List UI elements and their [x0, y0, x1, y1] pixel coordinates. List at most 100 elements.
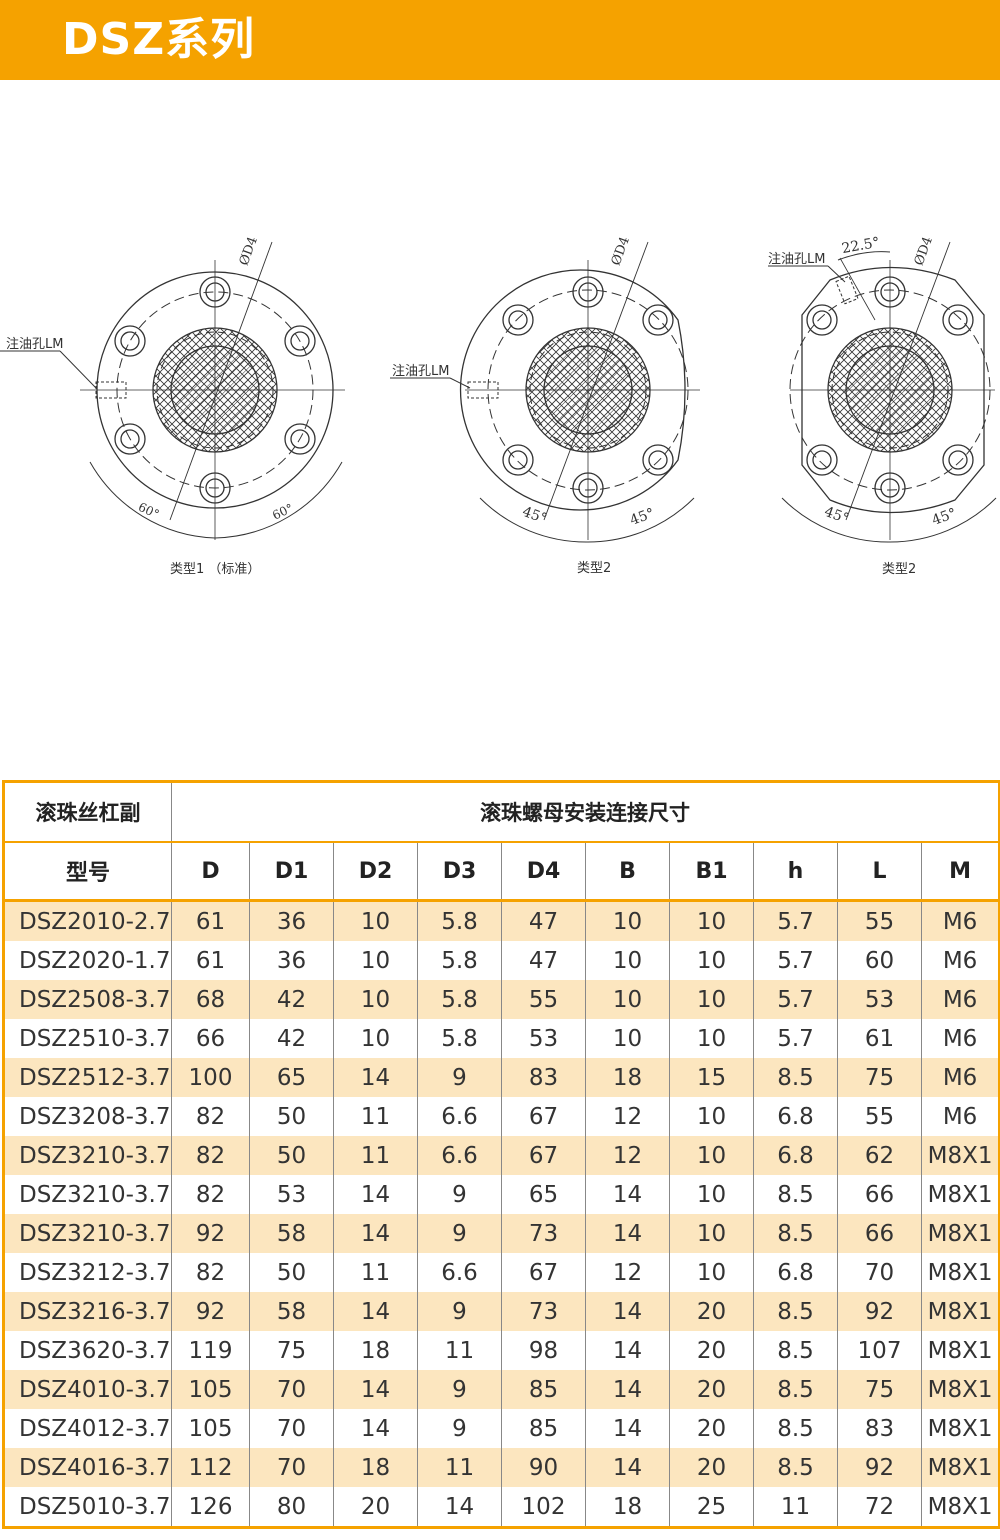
- value-cell: 80: [249, 1487, 334, 1528]
- value-cell: 65: [501, 1175, 586, 1214]
- table-row: DSZ3216-3.7 92 58 14 9 73 14 20 8.5 92 M8X1: [3, 1292, 1000, 1331]
- model-cell: DSZ2510-3.7: [3, 1019, 172, 1058]
- model-cell: DSZ3210-3.7: [3, 1214, 172, 1253]
- model-cell: DSZ4010-3.7: [3, 1370, 172, 1409]
- value-cell: 55: [501, 980, 586, 1019]
- value-cell: 9: [417, 1409, 502, 1448]
- value-cell: 15: [669, 1058, 754, 1097]
- value-cell: 25: [669, 1487, 754, 1528]
- value-cell: 11: [417, 1331, 502, 1370]
- value-cell: 82: [171, 1253, 250, 1292]
- value-cell: 5.8: [417, 900, 502, 941]
- value-cell: 14: [585, 1292, 670, 1331]
- table-row: DSZ4016-3.7 112 70 18 11 90 14 20 8.5 92 M8X1: [3, 1448, 1000, 1487]
- value-cell: 50: [249, 1097, 334, 1136]
- model-cell: DSZ4016-3.7: [3, 1448, 172, 1487]
- value-cell: 14: [333, 1214, 418, 1253]
- table-row: DSZ3620-3.7 119 75 18 11 98 14 20 8.5 107 M8X1: [3, 1331, 1000, 1370]
- value-cell: 5.7: [753, 941, 838, 980]
- value-cell: 5.7: [753, 900, 838, 941]
- table-row: DSZ3210-3.7 82 50 11 6.6 67 12 10 6.8 62 M8X1: [3, 1136, 1000, 1175]
- value-cell: 66: [837, 1175, 922, 1214]
- table-row: DSZ2510-3.7 66 42 10 5.8 53 10 10 5.7 61 M6: [3, 1019, 1000, 1058]
- value-cell: M8X1: [920, 1136, 1000, 1175]
- model-cell: DSZ2512-3.7: [3, 1058, 172, 1097]
- value-cell: 10: [585, 980, 670, 1019]
- value-cell: 8.5: [753, 1292, 838, 1331]
- column-header: M: [920, 841, 1000, 902]
- value-cell: 68: [171, 980, 250, 1019]
- value-cell: M6: [920, 1019, 1000, 1058]
- table-row: DSZ3208-3.7 82 50 11 6.6 67 12 10 6.8 55 M6: [3, 1097, 1000, 1136]
- column-header: D2: [333, 841, 418, 902]
- value-cell: 55: [837, 900, 922, 941]
- value-cell: 14: [585, 1331, 670, 1370]
- value-cell: 83: [501, 1058, 586, 1097]
- value-cell: 14: [585, 1409, 670, 1448]
- value-cell: 70: [249, 1448, 334, 1487]
- model-cell: DSZ3210-3.7: [3, 1136, 172, 1175]
- value-cell: 67: [501, 1136, 586, 1175]
- value-cell: 126: [171, 1487, 250, 1528]
- value-cell: 10: [333, 900, 418, 941]
- value-cell: 70: [837, 1253, 922, 1292]
- model-cell: DSZ3216-3.7: [3, 1292, 172, 1331]
- value-cell: 10: [669, 1136, 754, 1175]
- value-cell: 92: [837, 1292, 922, 1331]
- value-cell: 20: [669, 1292, 754, 1331]
- value-cell: 53: [249, 1175, 334, 1214]
- value-cell: 14: [417, 1487, 502, 1528]
- model-cell: DSZ3620-3.7: [3, 1331, 172, 1370]
- value-cell: 47: [501, 941, 586, 980]
- value-cell: 9: [417, 1058, 502, 1097]
- column-header: B: [585, 841, 670, 902]
- value-cell: M6: [920, 900, 1000, 941]
- technical-drawings: ØD4 注油孔LM 60° 60° 类型1 （标准）: [0, 220, 1000, 600]
- value-cell: 11: [333, 1097, 418, 1136]
- oil-hole-label-3: 注油孔LM: [768, 252, 825, 267]
- diameter-label-1: ØD4: [237, 235, 261, 268]
- column-header: D1: [249, 841, 334, 902]
- value-cell: M8X1: [920, 1487, 1000, 1528]
- value-cell: 12: [585, 1136, 670, 1175]
- value-cell: 61: [837, 1019, 922, 1058]
- group-header-row: 滚珠丝杠副 滚珠螺母安装连接尺寸: [3, 781, 1000, 843]
- value-cell: 61: [171, 900, 250, 941]
- value-cell: 6.8: [753, 1136, 838, 1175]
- value-cell: 70: [249, 1409, 334, 1448]
- page-title: DSZ系列: [62, 14, 256, 65]
- value-cell: 53: [501, 1019, 586, 1058]
- value-cell: 10: [585, 1019, 670, 1058]
- value-cell: 14: [333, 1292, 418, 1331]
- value-cell: 62: [837, 1136, 922, 1175]
- value-cell: 10: [333, 941, 418, 980]
- value-cell: 75: [249, 1331, 334, 1370]
- model-cell: DSZ4012-3.7: [3, 1409, 172, 1448]
- drawing-type3: [768, 241, 997, 543]
- value-cell: 66: [837, 1214, 922, 1253]
- value-cell: 11: [753, 1487, 838, 1528]
- value-cell: 60: [837, 941, 922, 980]
- table-row: DSZ4012-3.7 105 70 14 9 85 14 20 8.5 83 M8X1: [3, 1409, 1000, 1448]
- value-cell: 18: [585, 1487, 670, 1528]
- value-cell: 14: [333, 1175, 418, 1214]
- value-cell: 14: [585, 1370, 670, 1409]
- value-cell: 14: [585, 1175, 670, 1214]
- value-cell: M6: [920, 1097, 1000, 1136]
- value-cell: 14: [333, 1409, 418, 1448]
- value-cell: 73: [501, 1214, 586, 1253]
- value-cell: 20: [333, 1487, 418, 1528]
- column-header: D3: [417, 841, 502, 902]
- value-cell: 6.8: [753, 1253, 838, 1292]
- value-cell: 75: [837, 1058, 922, 1097]
- value-cell: M8X1: [920, 1331, 1000, 1370]
- angle-right-2: 45°: [628, 505, 657, 529]
- model-cell: DSZ3208-3.7: [3, 1097, 172, 1136]
- value-cell: 10: [669, 1253, 754, 1292]
- value-cell: M8X1: [920, 1370, 1000, 1409]
- value-cell: 72: [837, 1487, 922, 1528]
- value-cell: 10: [333, 980, 418, 1019]
- table-row: DSZ3210-3.7 82 53 14 9 65 14 10 8.5 66 M8X1: [3, 1175, 1000, 1214]
- model-cell: DSZ3212-3.7: [3, 1253, 172, 1292]
- value-cell: M6: [920, 980, 1000, 1019]
